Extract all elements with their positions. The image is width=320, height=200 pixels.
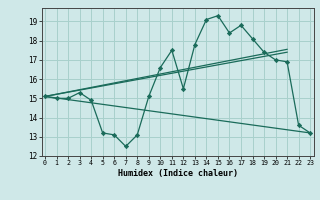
X-axis label: Humidex (Indice chaleur): Humidex (Indice chaleur) xyxy=(118,169,237,178)
